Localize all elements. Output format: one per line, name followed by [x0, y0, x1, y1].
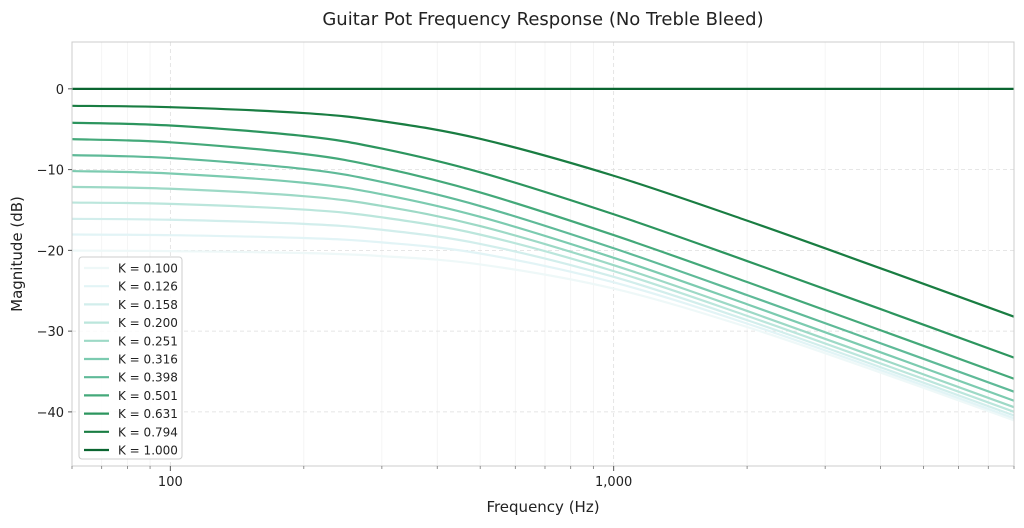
legend-label: K = 0.126	[118, 280, 178, 294]
x-axis-label: Frequency (Hz)	[486, 498, 599, 516]
legend-label: K = 0.631	[118, 407, 178, 421]
plot-frame	[71, 41, 1015, 467]
series-line-6	[71, 154, 1015, 393]
legend-label: K = 0.158	[118, 298, 178, 312]
y-tick-label: −20	[37, 244, 64, 259]
series-line-5	[71, 169, 1015, 402]
legend-label: K = 0.251	[118, 334, 178, 348]
x-tick-label: 1,000	[595, 475, 632, 490]
legend-label: K = 0.316	[118, 353, 178, 367]
y-axis-label: Magnitude (dB)	[8, 196, 26, 312]
y-tick-label: −10	[37, 164, 64, 179]
legend: K = 0.100 K = 0.126 K = 0.158 K = 0.200 K = …	[78, 256, 183, 460]
series-line-9	[71, 104, 1015, 318]
axis-ticks: 0 −10 −20 −30 −40 100 1,000	[37, 83, 1015, 490]
y-tick-label: 0	[56, 83, 64, 98]
curves	[71, 87, 1015, 422]
grid	[71, 42, 1015, 466]
legend-label: K = 0.501	[118, 389, 178, 403]
y-tick-label: −40	[37, 406, 64, 421]
legend-box	[78, 256, 183, 460]
series-line-4	[71, 185, 1015, 409]
chart-title: Guitar Pot Frequency Response (No Treble…	[322, 9, 763, 30]
y-tick-label: −30	[37, 325, 64, 340]
legend-label: K = 0.398	[118, 371, 178, 385]
series-line-8	[71, 121, 1015, 359]
series-line-7	[71, 138, 1015, 380]
legend-label: K = 0.200	[118, 316, 178, 330]
legend-label: K = 0.100	[118, 262, 178, 276]
legend-label: K = 1.000	[118, 444, 178, 458]
legend-label: K = 0.794	[118, 425, 178, 439]
series-line-2	[71, 217, 1015, 417]
x-tick-label: 100	[158, 475, 183, 490]
series-line-3	[71, 201, 1015, 413]
series-line-1	[71, 233, 1015, 420]
series-line-0	[71, 249, 1015, 422]
